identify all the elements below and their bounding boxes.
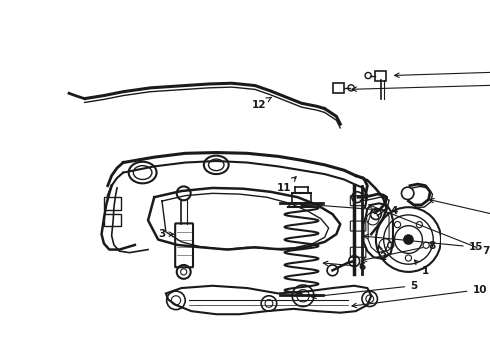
Text: 9: 9 [429, 198, 490, 256]
Text: 13: 13 [352, 80, 490, 91]
Text: 6: 6 [323, 261, 366, 271]
Text: 11: 11 [276, 177, 296, 193]
Text: 14: 14 [394, 63, 490, 77]
Text: 1: 1 [415, 260, 429, 276]
Text: 4: 4 [317, 203, 398, 216]
Circle shape [404, 235, 413, 244]
Text: 10: 10 [352, 285, 487, 308]
Text: 7: 7 [369, 204, 490, 256]
Text: 12: 12 [252, 97, 271, 110]
Text: 8: 8 [362, 241, 435, 262]
Text: 5: 5 [312, 281, 417, 298]
Text: 2: 2 [378, 246, 387, 262]
Text: 15: 15 [364, 234, 483, 252]
Text: 3: 3 [158, 229, 173, 239]
